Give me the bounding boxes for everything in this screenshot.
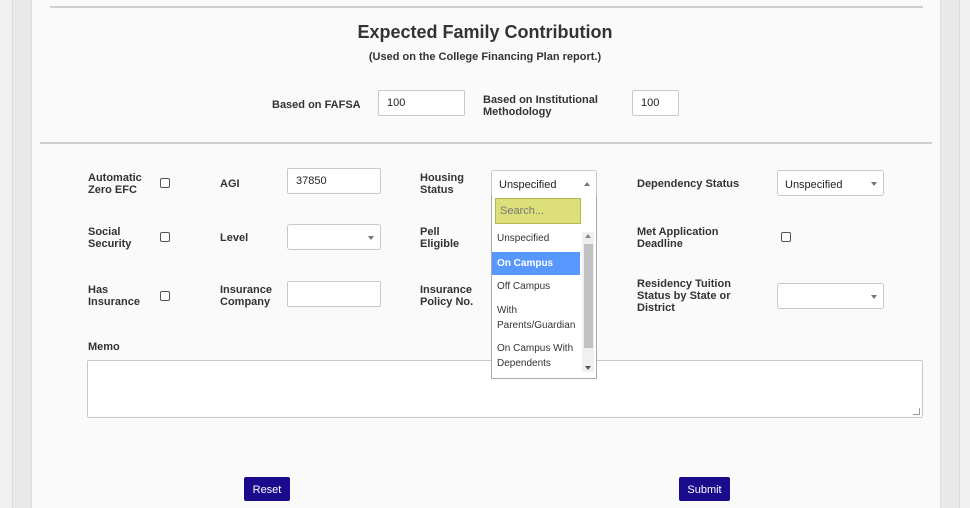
- social-security-checkbox[interactable]: [160, 232, 170, 242]
- social-security-label: Social Security: [88, 226, 131, 250]
- pell-eligible-label-line2: Eligible: [420, 238, 460, 250]
- memo-label: Memo: [88, 341, 120, 353]
- met-application-deadline-label-line1: Met Application: [637, 226, 719, 238]
- dropdown-option-with-parents-line1[interactable]: With: [497, 305, 517, 316]
- dropdown-option-with-parents-line2[interactable]: Parents/Guardian: [497, 320, 576, 331]
- insurance-policy-label: Insurance Policy No.: [420, 284, 473, 308]
- agi-input[interactable]: 37850: [287, 168, 381, 194]
- reset-button[interactable]: Reset: [244, 477, 290, 501]
- residency-tuition-select[interactable]: [777, 283, 884, 309]
- dependency-status-label: Dependency Status: [637, 178, 740, 190]
- dropdown-option-on-campus-dependents-line1[interactable]: On Campus With: [497, 343, 574, 354]
- pell-eligible-label-line1: Pell: [420, 226, 440, 238]
- insurance-company-input[interactable]: [287, 281, 381, 307]
- dependency-status-value: Unspecified: [785, 179, 843, 191]
- section-subtitle: (Used on the College Financing Plan repo…: [368, 51, 602, 63]
- met-application-deadline-checkbox[interactable]: [781, 232, 791, 242]
- level-select[interactable]: [287, 224, 381, 250]
- middle-divider: [40, 142, 932, 144]
- institutional-label: Based on Institutional Methodology: [483, 94, 598, 118]
- housing-status-label: Housing Status: [420, 172, 464, 196]
- housing-status-select[interactable]: Unspecified: [491, 170, 597, 196]
- chevron-up-icon: [584, 182, 590, 186]
- resize-grip-icon[interactable]: [913, 408, 920, 415]
- housing-status-label-line2: Status: [420, 184, 454, 196]
- institutional-label-line1: Based on Institutional: [483, 94, 598, 106]
- level-label: Level: [220, 232, 249, 244]
- dropdown-option-unspecified[interactable]: Unspecified: [497, 233, 550, 244]
- met-application-deadline-label-line2: Deadline: [637, 238, 683, 250]
- section-title: Expected Family Contribution: [357, 22, 613, 42]
- insurance-company-label-line2: Company: [220, 296, 271, 308]
- social-security-label-line1: Social: [88, 226, 121, 238]
- residency-tuition-label-line1: Residency Tuition: [637, 278, 731, 290]
- top-divider: [50, 6, 923, 8]
- insurance-policy-label-line2: Policy No.: [420, 296, 474, 308]
- institutional-input[interactable]: 100: [632, 90, 679, 116]
- residency-tuition-label-line2: Status by State or: [637, 290, 731, 302]
- fafsa-label: Based on FAFSA: [272, 99, 361, 111]
- social-security-label-line2: Security: [88, 238, 132, 250]
- housing-status-label-line1: Housing: [420, 172, 464, 184]
- has-insurance-label: Has Insurance: [88, 284, 140, 308]
- pell-eligible-label: Pell Eligible: [420, 226, 459, 250]
- fafsa-input[interactable]: 100: [378, 90, 465, 116]
- dropdown-option-on-campus[interactable]: On Campus: [492, 252, 580, 275]
- residency-tuition-label-line3: District: [637, 302, 675, 314]
- institutional-label-line2: Methodology: [483, 106, 552, 118]
- automatic-zero-efc-checkbox[interactable]: [160, 178, 170, 188]
- automatic-zero-efc-label-line2: Zero EFC: [88, 184, 137, 196]
- insurance-company-label-line1: Insurance: [220, 284, 272, 296]
- chevron-down-icon: [871, 295, 877, 299]
- dependency-status-select[interactable]: Unspecified: [777, 170, 884, 196]
- residency-tuition-label: Residency Tuition Status by State or Dis…: [637, 278, 731, 314]
- automatic-zero-efc-label-line1: Automatic: [88, 172, 142, 184]
- has-insurance-label-line1: Has: [88, 284, 109, 296]
- chevron-down-icon: [871, 182, 877, 186]
- scroll-thumb[interactable]: [584, 244, 593, 348]
- automatic-zero-efc-label: Automatic Zero EFC: [88, 172, 142, 196]
- scroll-up-icon[interactable]: [585, 234, 591, 238]
- submit-button[interactable]: Submit: [679, 477, 730, 501]
- agi-label: AGI: [220, 178, 240, 190]
- housing-status-value: Unspecified: [499, 179, 557, 191]
- scroll-down-icon[interactable]: [585, 366, 591, 370]
- form-panel: [31, 0, 941, 508]
- chevron-down-icon: [368, 236, 374, 240]
- has-insurance-label-line2: Insurance: [88, 296, 140, 308]
- dropdown-scrollbar[interactable]: [582, 232, 594, 372]
- met-application-deadline-label: Met Application Deadline: [637, 226, 718, 250]
- dropdown-search-input[interactable]: Search...: [495, 198, 581, 224]
- insurance-policy-label-line1: Insurance: [420, 284, 472, 296]
- insurance-company-label: Insurance Company: [220, 284, 272, 308]
- has-insurance-checkbox[interactable]: [160, 291, 170, 301]
- dropdown-option-on-campus-dependents-line2[interactable]: Dependents: [497, 358, 551, 369]
- dropdown-option-off-campus[interactable]: Off Campus: [497, 281, 551, 292]
- housing-status-dropdown: Search... Unspecified On Campus Off Camp…: [491, 195, 597, 379]
